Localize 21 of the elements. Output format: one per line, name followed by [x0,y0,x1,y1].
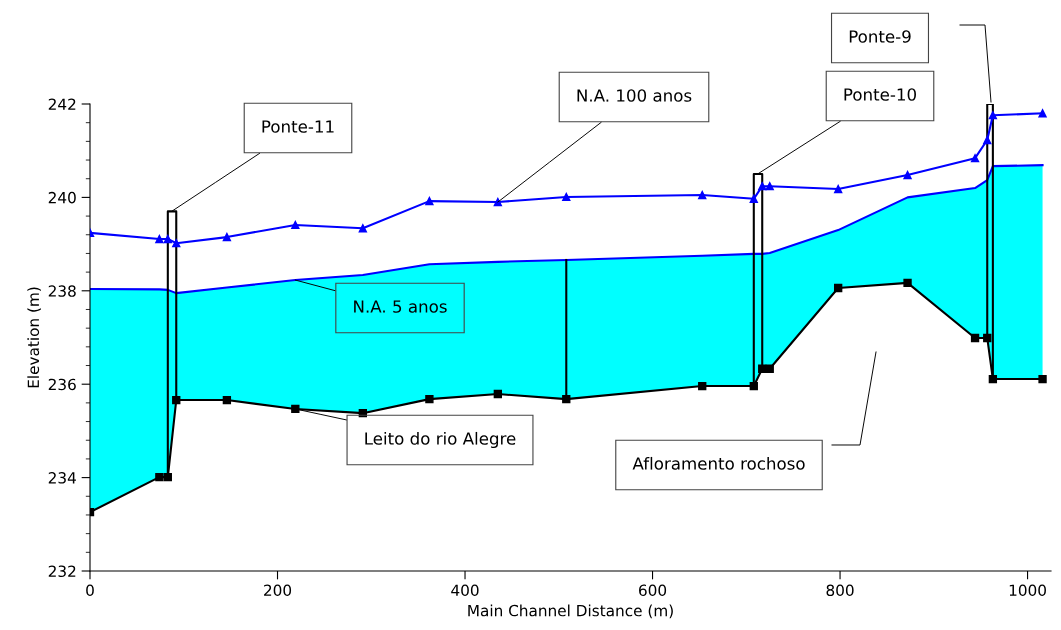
x-tick-label: 600 [639,584,667,597]
series-label: Leito do rio Alegre [365,431,516,449]
y-tick-label: 240 [48,191,76,204]
y-tick-label: 232 [48,565,76,578]
text: Ponte-9 [849,30,911,43]
x-tick-label: 200 [264,584,292,597]
y-tick-label: 242 [48,98,76,110]
y-tick-label: 236 [48,378,76,391]
y-axis-title: Elevation (m) [27,287,41,388]
x-axis-title: Main Channel Distance (m) [468,604,673,619]
x-tick-label: 1000 [1009,584,1046,597]
text: N.A. 100 anos [577,89,692,102]
x-tick-label: 0 [86,584,94,597]
x-tick-label: 400 [451,584,479,597]
annotation: Afloramento rochoso [632,456,805,470]
y-tick-label: 238 [48,285,76,297]
annotation: Ponte-10 [844,88,916,101]
series-label: N.A. 5 anos [354,300,447,313]
y-tick-label: 234 [48,472,76,484]
annotation: Ponte-11 [262,120,334,133]
x-tick-label: 800 [826,584,854,597]
